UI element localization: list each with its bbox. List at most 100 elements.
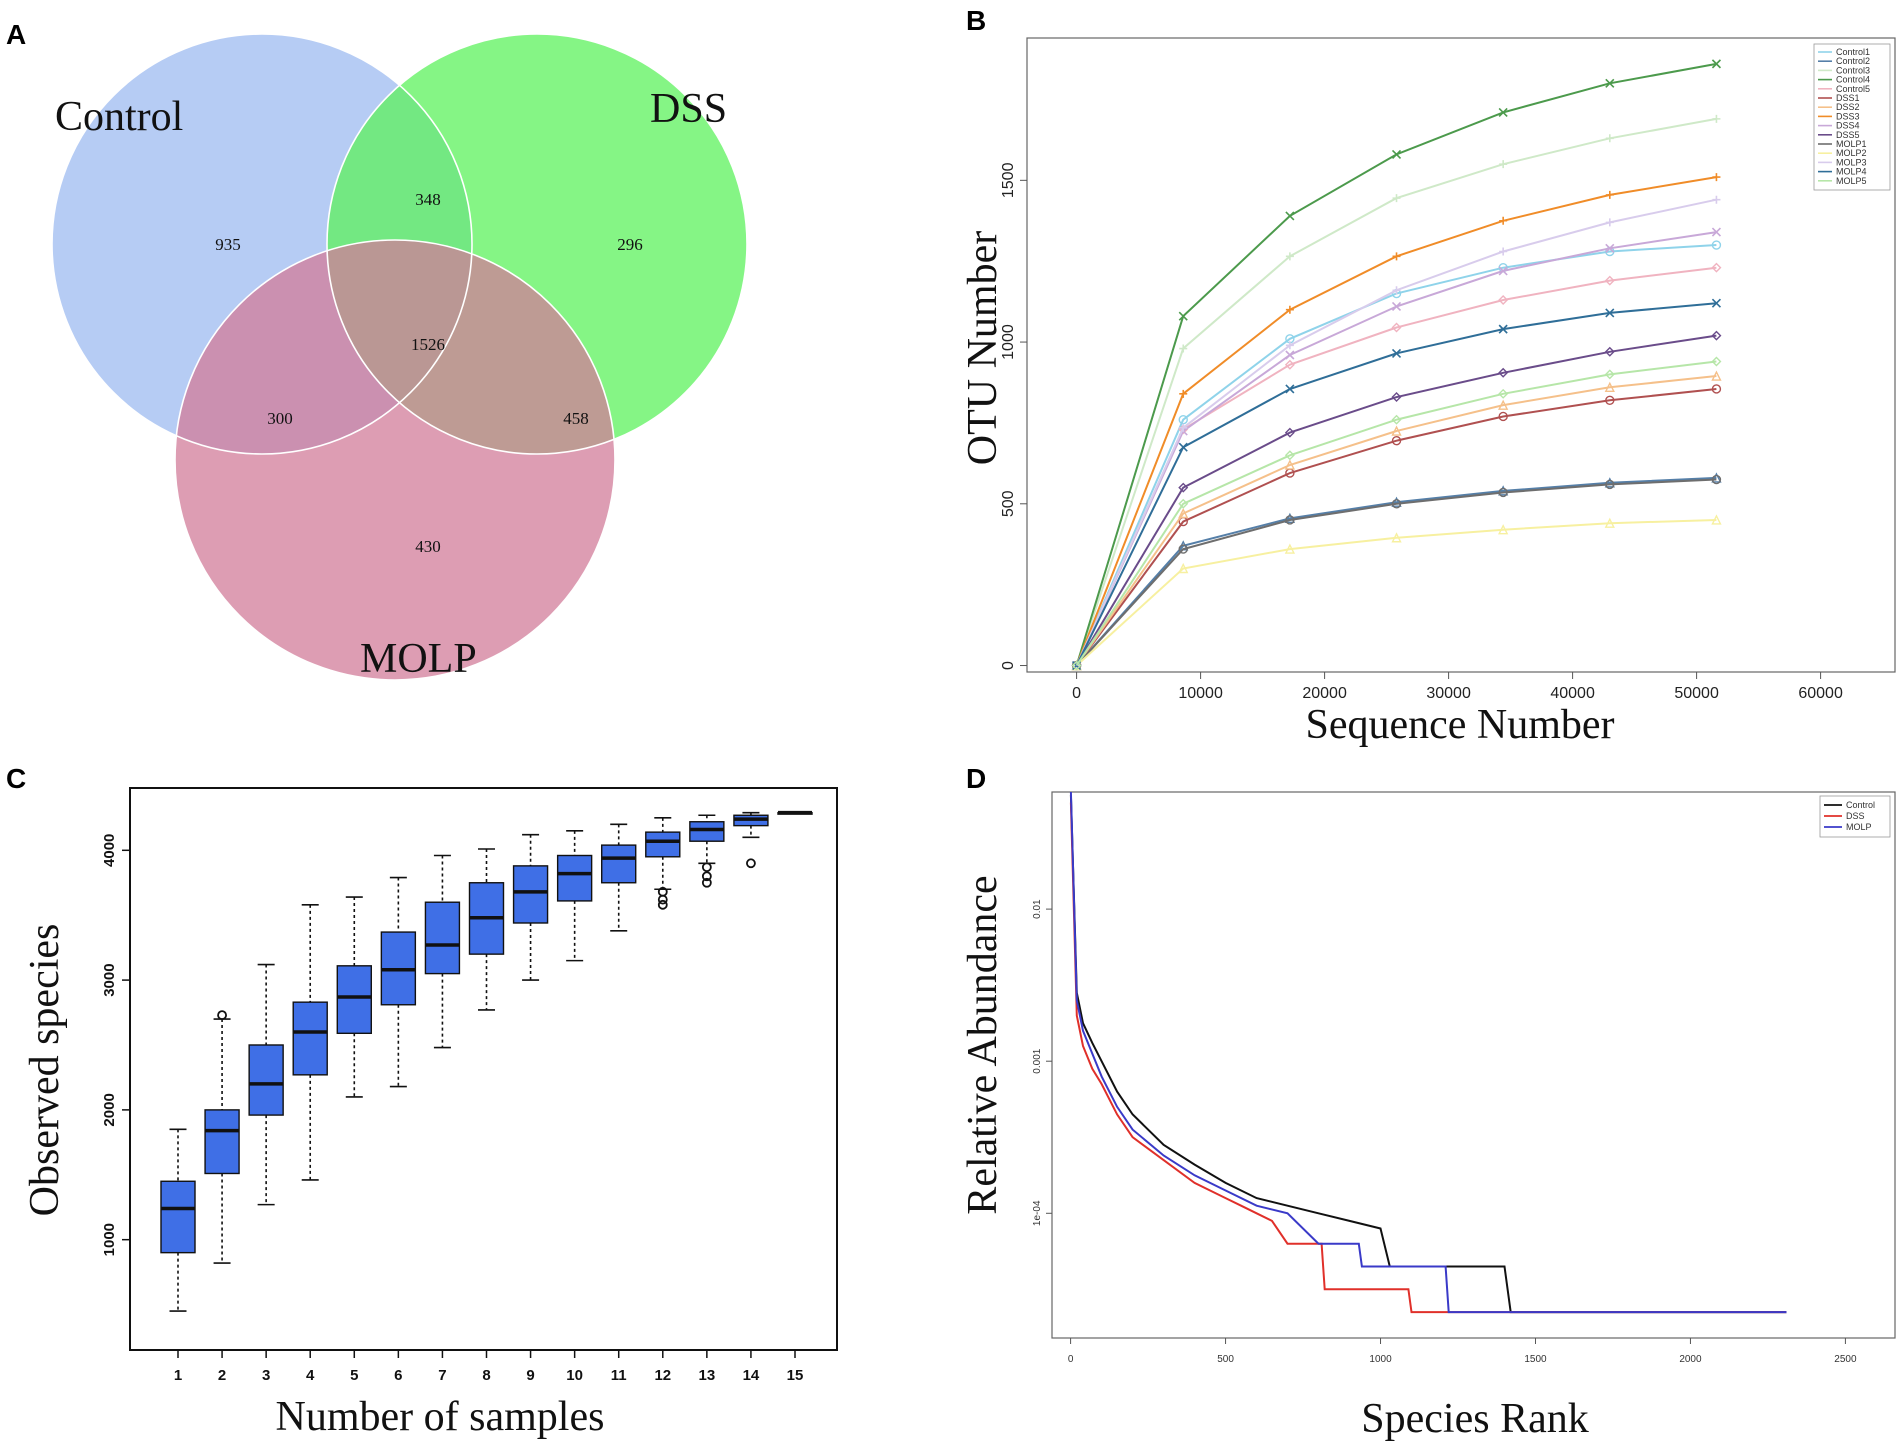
rank-abundance-legend-label: MOLP bbox=[1846, 822, 1872, 832]
rarefaction-point bbox=[1711, 472, 1722, 483]
boxplot-y-tick-label: 1000 bbox=[101, 1223, 118, 1256]
boxplot-box bbox=[204, 1109, 240, 1175]
rank-abundance-x-tick-label: 0 bbox=[1068, 1354, 1074, 1365]
rarefaction-point bbox=[1605, 308, 1615, 318]
boxplot-x-tick-label: 10 bbox=[566, 1367, 583, 1384]
rarefaction-point bbox=[1392, 252, 1401, 261]
rank-abundance-x-tick-label: 2000 bbox=[1679, 1354, 1702, 1365]
rank-abundance-series-line bbox=[1069, 802, 1787, 1314]
boxplot-x-tick-label: 12 bbox=[654, 1367, 671, 1384]
rarefaction-x-tick-label: 30000 bbox=[1426, 685, 1471, 702]
boxplot-y-tick-label: 3000 bbox=[101, 963, 118, 996]
rarefaction-point bbox=[1711, 298, 1722, 308]
rarefaction-y-tick-label: 1000 bbox=[1000, 324, 1017, 360]
rarefaction-point bbox=[1498, 485, 1509, 496]
boxplot-x-axis-title: Number of samples bbox=[276, 1394, 605, 1440]
rarefaction-point bbox=[1712, 114, 1721, 123]
rarefaction-point bbox=[1391, 532, 1402, 543]
boxplot-x-tick-label: 15 bbox=[787, 1367, 804, 1384]
boxplot-box bbox=[248, 1044, 284, 1116]
boxplot-outlier bbox=[701, 877, 712, 888]
rarefaction-point bbox=[1178, 442, 1188, 452]
boxplot-y-axis-title: Observed species bbox=[22, 924, 68, 1217]
rarefaction-point bbox=[1604, 346, 1615, 357]
venn-circle-molp bbox=[175, 240, 615, 680]
rarefaction-point bbox=[1391, 322, 1402, 333]
rank-abundance-x-tick-label: 1500 bbox=[1524, 1354, 1547, 1365]
boxplot-outlier bbox=[657, 899, 668, 910]
rarefaction-legend-label: Control4 bbox=[1836, 75, 1870, 85]
panel-letter-c: C bbox=[6, 763, 26, 794]
rarefaction-series-line bbox=[1075, 388, 1717, 667]
rarefaction-point bbox=[1178, 544, 1188, 554]
boxplot-plot-frame bbox=[129, 787, 838, 1351]
rarefaction-point bbox=[1499, 247, 1508, 256]
rarefaction-point bbox=[1498, 411, 1508, 422]
rarefaction-point bbox=[1391, 436, 1402, 446]
rarefaction-point bbox=[1711, 330, 1722, 341]
rarefaction-point bbox=[1285, 211, 1295, 221]
boxplot-x-tick-label: 14 bbox=[743, 1367, 760, 1384]
rarefaction-point bbox=[1604, 517, 1615, 528]
rarefaction-point bbox=[1391, 425, 1402, 436]
rarefaction-legend-label: DSS2 bbox=[1836, 102, 1860, 112]
rarefaction-point bbox=[1392, 194, 1401, 203]
rarefaction-point bbox=[1711, 240, 1722, 250]
rarefaction-point bbox=[1178, 482, 1189, 493]
venn-count-all: 1526 bbox=[411, 335, 445, 354]
rarefaction-point bbox=[1711, 474, 1722, 485]
rarefaction-point bbox=[1498, 388, 1509, 399]
panel-letter-b: B bbox=[966, 5, 986, 36]
boxplot-box bbox=[336, 965, 372, 1035]
rarefaction-point bbox=[1284, 543, 1296, 554]
boxplot-x-tick-label: 1 bbox=[174, 1367, 182, 1384]
boxplot-x-tick-label: 8 bbox=[482, 1367, 490, 1384]
boxplot-outlier bbox=[657, 894, 668, 905]
rarefaction-point bbox=[1391, 499, 1402, 509]
rarefaction-point bbox=[1391, 149, 1402, 160]
rarefaction-point bbox=[1498, 295, 1509, 306]
rarefaction-point bbox=[1498, 107, 1508, 117]
rarefaction-series-line bbox=[1075, 360, 1717, 667]
rarefaction-series-line bbox=[1075, 476, 1717, 667]
boxplot-outlier bbox=[217, 1010, 227, 1021]
rarefaction-x-tick-label: 60000 bbox=[1798, 685, 1843, 702]
rarefaction-point bbox=[1712, 195, 1721, 204]
rarefaction-point bbox=[1604, 381, 1615, 393]
rarefaction-point bbox=[1498, 399, 1509, 410]
boxplot-x-tick-label: 5 bbox=[350, 1367, 358, 1384]
venn-count-control-dss: 348 bbox=[415, 190, 441, 209]
rarefaction-legend-label: DSS1 bbox=[1836, 93, 1860, 103]
rarefaction-point bbox=[1711, 262, 1722, 273]
boxplot-box bbox=[424, 901, 461, 975]
rarefaction-point bbox=[1285, 252, 1294, 261]
rarefaction-legend-label: DSS4 bbox=[1836, 121, 1860, 131]
rarefaction-point bbox=[1604, 477, 1615, 488]
rarefaction-point bbox=[1178, 414, 1188, 425]
rarefaction-point bbox=[1711, 384, 1722, 394]
rarefaction-point bbox=[1711, 59, 1722, 69]
venn-diagram: Control DSS MOLP 935 296 430 348 300 458… bbox=[51, 33, 748, 682]
rarefaction-legend-label: Control1 bbox=[1836, 47, 1870, 57]
rarefaction-point bbox=[1285, 341, 1294, 350]
boxplot-x-tick-label: 13 bbox=[699, 1367, 716, 1384]
rarefaction-point bbox=[1605, 218, 1614, 227]
rarefaction-point bbox=[1285, 384, 1295, 394]
rarefaction-x-tick-label: 10000 bbox=[1178, 685, 1223, 702]
boxplot-x-tick-label: 3 bbox=[262, 1367, 270, 1384]
rarefaction-point bbox=[1178, 498, 1189, 509]
rarefaction-legend-label: MOLP5 bbox=[1836, 176, 1867, 186]
rarefaction-x-axis-title: Sequence Number bbox=[1305, 702, 1614, 748]
rank-abundance-x-tick-label: 2500 bbox=[1834, 1354, 1857, 1365]
venn-count-molp-only: 430 bbox=[415, 537, 441, 556]
rarefaction-point bbox=[1605, 190, 1614, 199]
rarefaction-point bbox=[1285, 515, 1295, 525]
rarefaction-y-axis-title: OTU Number bbox=[960, 231, 1006, 465]
rarefaction-point bbox=[1711, 370, 1722, 381]
rarefaction-point bbox=[1499, 160, 1508, 169]
rarefaction-point bbox=[1178, 507, 1189, 519]
rarefaction-point bbox=[1498, 367, 1509, 378]
rarefaction-point bbox=[1391, 301, 1402, 312]
rarefaction-point bbox=[1498, 266, 1508, 276]
rarefaction-legend-label: Control5 bbox=[1836, 84, 1870, 94]
